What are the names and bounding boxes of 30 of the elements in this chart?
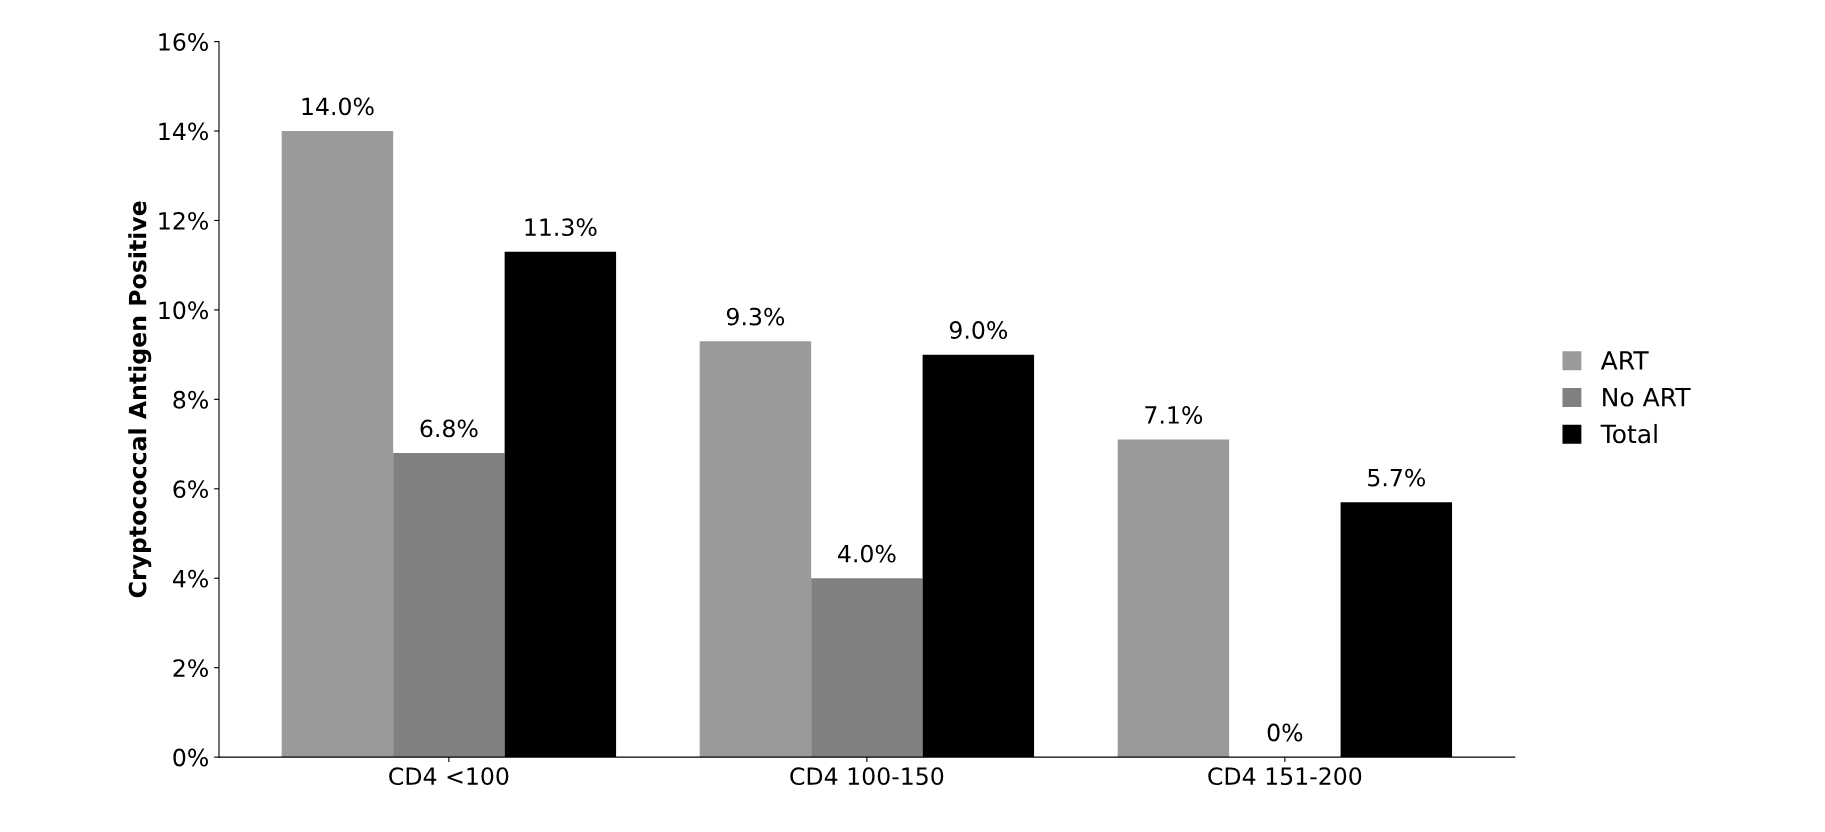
legend-label: No ART — [1603, 388, 1691, 407]
legend-label: ART — [1600, 351, 1649, 370]
y-tick-label: 8% — [173, 390, 208, 409]
bar — [811, 578, 923, 758]
data-label: 14.0% — [302, 97, 374, 116]
data-label: 9.3% — [726, 307, 785, 326]
y-tick-label: 10% — [159, 301, 208, 320]
x-tick-label: CD4 151-200 — [1208, 767, 1362, 786]
x-tick-label: CD4 100-150 — [790, 767, 944, 786]
data-label: 11.3% — [525, 218, 597, 237]
bar — [393, 453, 505, 758]
data-label: 0% — [1267, 723, 1303, 742]
y-axis-title: Cryptococcal Antigen Positive — [128, 201, 152, 598]
data-label: 7.1% — [1145, 406, 1203, 424]
bar — [1117, 439, 1230, 758]
x-tick-label: CD4 <100 — [389, 767, 509, 786]
data-label: 6.8% — [420, 419, 478, 438]
y-tick-label: 0% — [173, 748, 208, 767]
data-label: 4.0% — [838, 544, 896, 563]
data-label: 9.0% — [949, 321, 1008, 339]
y-tick-label: 6% — [173, 480, 208, 499]
y-tick-label: 4% — [172, 569, 208, 588]
legend-label: Total — [1600, 423, 1657, 444]
bar — [281, 131, 394, 758]
y-tick-label: 14% — [159, 122, 208, 141]
y-tick-label: 12% — [159, 211, 208, 230]
y-tick-label: 2% — [173, 659, 208, 677]
bar — [699, 341, 812, 758]
data-label: 5.7% — [1368, 468, 1426, 487]
y-tick-label: 16% — [159, 33, 208, 51]
